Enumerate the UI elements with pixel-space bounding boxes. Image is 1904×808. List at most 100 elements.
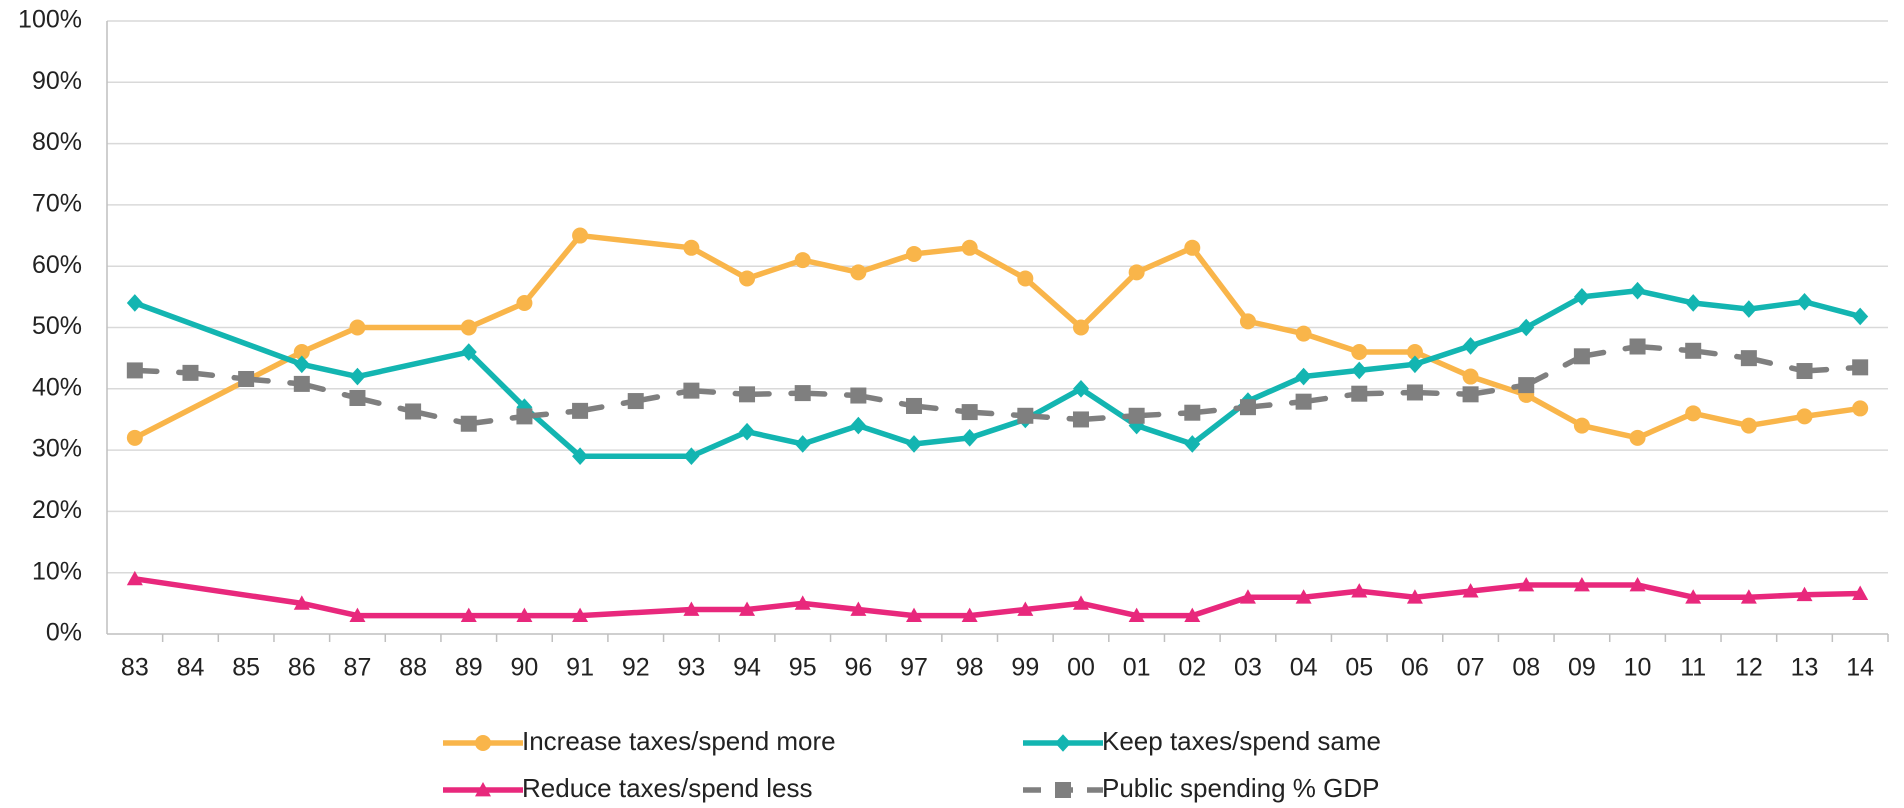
marker xyxy=(961,404,978,421)
marker xyxy=(1295,367,1312,386)
marker xyxy=(1685,342,1702,359)
x-tick-label: 14 xyxy=(1846,654,1874,682)
x-tick-label: 98 xyxy=(956,654,984,682)
line-segment xyxy=(1300,367,1363,380)
line-segment xyxy=(1746,592,1808,600)
line-segment xyxy=(132,349,305,441)
marker xyxy=(850,387,867,404)
marker xyxy=(460,607,477,623)
line-segment xyxy=(1467,373,1529,398)
line-segment xyxy=(1300,390,1363,405)
marker xyxy=(293,344,310,361)
marker xyxy=(1852,585,1869,600)
x-tick-label: 88 xyxy=(399,654,427,682)
line-segment xyxy=(577,232,695,251)
x-tick-label: 10 xyxy=(1624,654,1652,682)
line-segment xyxy=(1078,600,1140,619)
marker xyxy=(1740,589,1757,604)
line-segment xyxy=(1523,353,1585,388)
line-segment xyxy=(855,606,917,619)
marker xyxy=(460,415,477,432)
legend-label: Public spending % GDP xyxy=(1102,773,1379,803)
marker xyxy=(349,389,366,406)
line-segment xyxy=(1022,600,1084,613)
marker xyxy=(850,264,867,281)
line-segment xyxy=(1133,422,1196,447)
marker xyxy=(1239,399,1256,416)
x-tick-label: 96 xyxy=(844,654,872,682)
marker xyxy=(572,402,589,419)
marker xyxy=(1072,319,1089,336)
marker xyxy=(293,375,310,392)
line-segment xyxy=(1467,324,1529,349)
marker xyxy=(1796,586,1813,602)
x-tick-label: 85 xyxy=(232,654,260,682)
line-segment xyxy=(1078,269,1140,331)
marker xyxy=(1629,281,1646,300)
line-segment xyxy=(911,435,973,447)
y-tick-label: 80% xyxy=(32,128,82,156)
line-segment xyxy=(466,413,528,427)
marker xyxy=(460,343,477,361)
x-tick-label: 00 xyxy=(1067,654,1095,682)
line-segment xyxy=(688,245,750,282)
y-tick-label: 50% xyxy=(32,312,82,340)
marker xyxy=(1128,607,1145,623)
marker xyxy=(516,294,533,311)
marker xyxy=(182,364,199,381)
legend-label: Keep taxes/spend same xyxy=(1102,726,1381,756)
marker xyxy=(961,607,978,623)
line-segment xyxy=(966,245,1029,282)
line-segment xyxy=(243,376,305,387)
marker xyxy=(1518,318,1535,337)
y-tick-label: 100% xyxy=(18,6,82,34)
marker xyxy=(1072,411,1089,428)
line-segment xyxy=(1133,245,1196,276)
x-tick-label: 83 xyxy=(121,654,149,682)
y-tick-label: 30% xyxy=(32,435,82,463)
line-segment xyxy=(1412,349,1474,380)
line-segment xyxy=(966,409,1029,419)
line-segment xyxy=(1523,294,1585,331)
marker xyxy=(1017,601,1034,616)
line-segment xyxy=(1579,422,1641,441)
line-segment xyxy=(466,349,528,410)
marker xyxy=(683,239,700,256)
marker xyxy=(739,270,756,287)
line-segment xyxy=(688,387,750,398)
legend-marker xyxy=(1055,734,1071,752)
marker xyxy=(1462,583,1479,598)
marker xyxy=(1852,307,1869,326)
line-segment xyxy=(1245,373,1307,404)
line-segment xyxy=(521,232,583,306)
marker xyxy=(1796,408,1813,425)
marker xyxy=(1518,576,1535,592)
line-segment xyxy=(1746,413,1808,429)
marker xyxy=(293,355,310,374)
marker xyxy=(794,385,811,402)
line-segment xyxy=(1690,348,1752,361)
line-segment xyxy=(632,387,695,404)
x-tick-label: 84 xyxy=(177,654,205,682)
x-tick-label: 86 xyxy=(288,654,316,682)
marker xyxy=(1128,407,1145,424)
line-segment xyxy=(1690,300,1752,312)
y-tick-label: 40% xyxy=(32,373,82,401)
marker xyxy=(683,601,700,616)
line-segment xyxy=(1523,392,1585,429)
marker xyxy=(349,319,366,336)
line-segment xyxy=(1356,389,1418,397)
marker xyxy=(1462,386,1479,403)
x-tick-label: 01 xyxy=(1123,654,1151,682)
marker xyxy=(238,370,255,387)
marker xyxy=(683,447,700,466)
marker xyxy=(1295,393,1312,410)
marker xyxy=(1239,313,1256,330)
marker xyxy=(126,570,143,586)
line-segment xyxy=(132,576,305,607)
x-tick-label: 87 xyxy=(344,654,372,682)
marker xyxy=(1740,350,1757,367)
marker xyxy=(1351,385,1368,402)
marker xyxy=(572,227,589,244)
marker xyxy=(1629,429,1646,446)
